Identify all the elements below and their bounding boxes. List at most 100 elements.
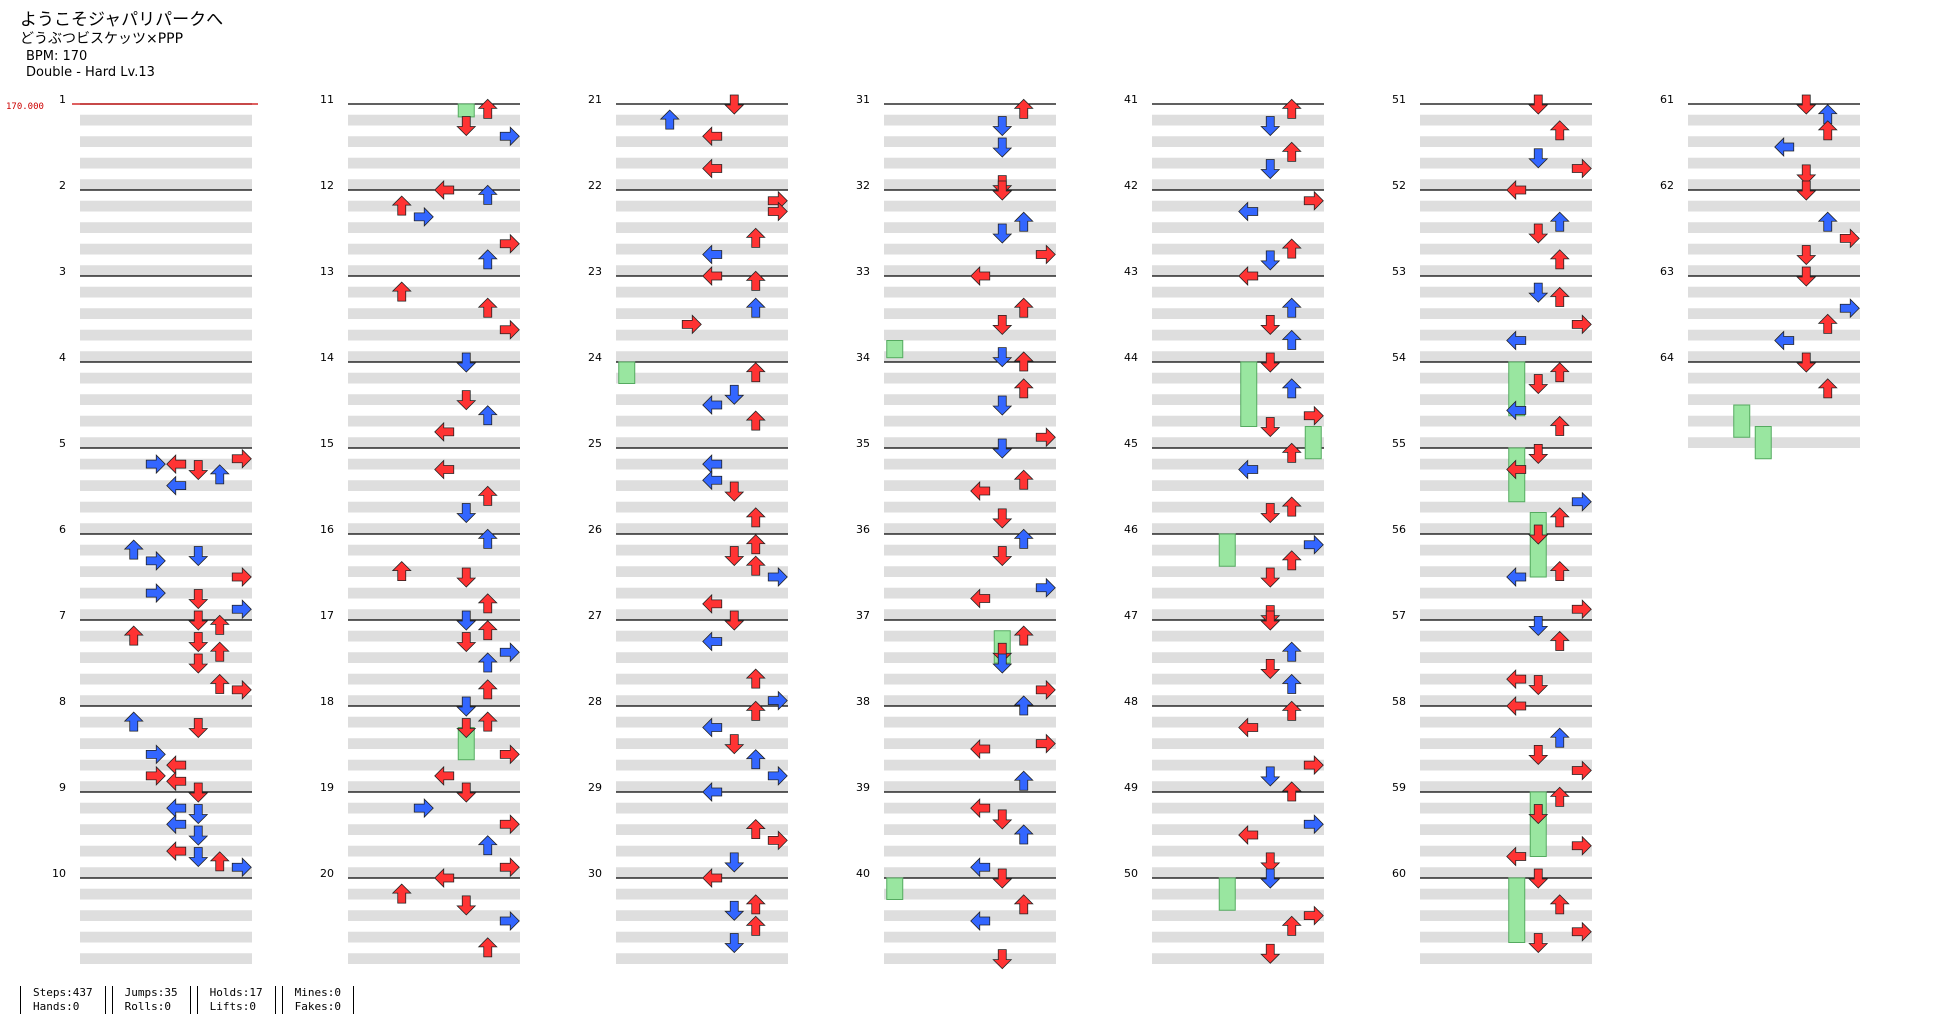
beat-band <box>616 931 788 943</box>
beat-band <box>1152 609 1324 620</box>
arrow-icon <box>166 476 187 496</box>
beat-band <box>1420 802 1592 814</box>
beat-band <box>80 372 252 384</box>
beat-band <box>1420 394 1592 405</box>
beat-band <box>616 222 788 233</box>
beat-band <box>348 802 520 814</box>
beat-band <box>1420 630 1592 642</box>
measure-24 <box>616 361 788 448</box>
arrow-icon <box>413 798 434 818</box>
beat-band <box>1152 824 1324 835</box>
beat-band <box>1688 437 1860 448</box>
beat-band <box>616 458 788 470</box>
beat-band <box>80 136 252 147</box>
measure-50 <box>1152 877 1324 964</box>
measure-number: 64 <box>1660 351 1674 364</box>
measure-17 <box>348 619 520 706</box>
step-arrow <box>1035 734 1056 754</box>
beat-band <box>1152 587 1324 599</box>
beat-band <box>348 458 520 470</box>
beat-band <box>616 759 788 771</box>
step-arrow <box>166 476 187 496</box>
beat-band <box>1152 953 1324 964</box>
hold-note <box>886 877 904 900</box>
measure-number: 51 <box>1392 93 1406 106</box>
beat-band <box>1420 910 1592 921</box>
beat-band <box>1152 652 1324 663</box>
beat-band <box>348 845 520 857</box>
beat-band <box>884 243 1056 255</box>
stats-panel: Steps:437 Hands:0 Jumps:35 Rolls:0 Holds… <box>20 986 360 1014</box>
measure-48 <box>1152 705 1324 792</box>
beat-band <box>348 759 520 771</box>
beat-band <box>616 695 788 706</box>
hold-note <box>1754 426 1772 460</box>
beat-band <box>1688 157 1860 169</box>
beat-band <box>1688 265 1860 276</box>
step-chart: 1234567891011121314151617181920212223242… <box>6 93 1860 970</box>
beat-band <box>616 587 788 599</box>
chart-header: ようこそジャパリパークへ どうぶつビスケッツ×PPP BPM: 170 Doub… <box>20 10 223 81</box>
stat-fakes: Fakes:0 <box>294 1000 341 1013</box>
measure-number: 24 <box>588 351 602 364</box>
measure-number: 8 <box>59 695 66 708</box>
stat-lifts: Lifts:0 <box>209 1000 256 1013</box>
beat-band <box>1152 114 1324 126</box>
measure-58 <box>1420 705 1592 792</box>
arrow-icon <box>145 454 166 474</box>
measure-number: 15 <box>320 437 334 450</box>
measure-55 <box>1420 447 1592 534</box>
measure-20 <box>348 877 520 964</box>
beat-band <box>348 286 520 298</box>
beat-band <box>1420 867 1592 878</box>
beat-band <box>1420 738 1592 749</box>
beat-band <box>348 931 520 943</box>
beat-band <box>1420 673 1592 685</box>
step-arrow <box>1303 906 1324 926</box>
measure-number: 32 <box>856 179 870 192</box>
measure-number: 9 <box>59 781 66 794</box>
beat-band <box>1152 781 1324 792</box>
beat-band <box>348 200 520 212</box>
beat-band <box>348 652 520 663</box>
beat-band <box>884 458 1056 470</box>
measure-23 <box>616 275 788 362</box>
stat-hands: Hands:0 <box>33 1000 80 1013</box>
beat-band <box>80 802 252 814</box>
beat-band <box>1152 566 1324 577</box>
beat-band <box>1420 716 1592 728</box>
measure-61 <box>1688 103 1860 190</box>
measure-number: 49 <box>1124 781 1138 794</box>
beat-band <box>884 931 1056 943</box>
beat-band <box>1152 888 1324 900</box>
beat-band <box>1420 458 1592 470</box>
beat-band <box>348 351 520 362</box>
beat-band <box>80 329 252 341</box>
measure-number: 44 <box>1124 351 1138 364</box>
beat-band <box>1420 652 1592 663</box>
song-title: ようこそジャパリパークへ <box>20 10 224 30</box>
measure-number: 28 <box>588 695 602 708</box>
beat-band <box>1420 415 1592 427</box>
arrow-icon <box>166 841 187 861</box>
measure-9 <box>80 791 252 878</box>
measure-28 <box>616 705 788 792</box>
stat-mines: Mines:0 <box>294 986 341 999</box>
beat-band <box>884 437 1056 448</box>
hold-note <box>1508 447 1526 503</box>
measure-44 <box>1152 361 1324 448</box>
measure-35 <box>884 447 1056 534</box>
measure-number: 54 <box>1392 351 1406 364</box>
measure-5 <box>80 447 252 534</box>
beat-band <box>884 157 1056 169</box>
measure-number: 60 <box>1392 867 1406 880</box>
measure-40 <box>884 877 1056 964</box>
measure-number: 5 <box>59 437 66 450</box>
measure-number: 14 <box>320 351 334 364</box>
beat-band <box>616 200 788 212</box>
measure-14 <box>348 361 520 448</box>
beat-band <box>1420 480 1592 491</box>
measure-number: 30 <box>588 867 602 880</box>
beat-band <box>884 544 1056 556</box>
beat-band <box>616 609 788 620</box>
